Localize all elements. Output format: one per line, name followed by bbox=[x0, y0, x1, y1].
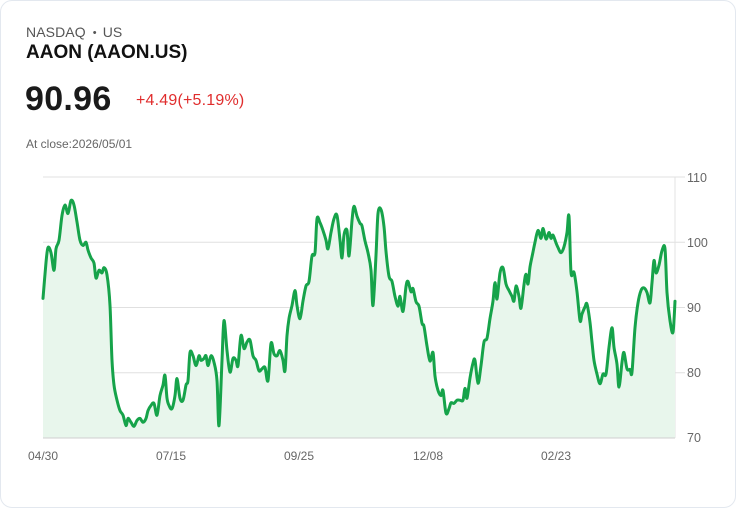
x-tick-label: 09/25 bbox=[284, 449, 314, 463]
y-tick-label: 110 bbox=[687, 171, 707, 185]
exchange-line: NASDAQ • US bbox=[26, 24, 122, 40]
x-axis-labels: 04/30 07/15 09/25 12/08 02/23 bbox=[28, 449, 571, 463]
price-line bbox=[41, 198, 677, 428]
price-area-fill bbox=[43, 200, 675, 438]
y-tick-label: 100 bbox=[687, 236, 708, 250]
close-date-label: At close:2026/05/01 bbox=[26, 137, 133, 151]
y-tick-label: 80 bbox=[687, 366, 701, 380]
y-tick-label: 70 bbox=[687, 431, 701, 445]
x-tick-label: 12/08 bbox=[413, 449, 443, 463]
separator-dot: • bbox=[92, 27, 97, 39]
exchange-name: NASDAQ bbox=[26, 24, 86, 40]
x-tick-label: 02/23 bbox=[541, 449, 571, 463]
y-axis-labels: 110 100 90 80 70 bbox=[687, 171, 708, 445]
y-tick-label: 90 bbox=[687, 301, 701, 315]
current-price: 90.96 bbox=[25, 80, 112, 118]
price-change: +4.49(+5.19%) bbox=[136, 92, 245, 109]
x-tick-label: 04/30 bbox=[28, 449, 58, 463]
x-tick-label: 07/15 bbox=[156, 449, 186, 463]
region-label: US bbox=[102, 24, 123, 40]
ticker-title: AAON (AAON.US) bbox=[26, 42, 188, 63]
